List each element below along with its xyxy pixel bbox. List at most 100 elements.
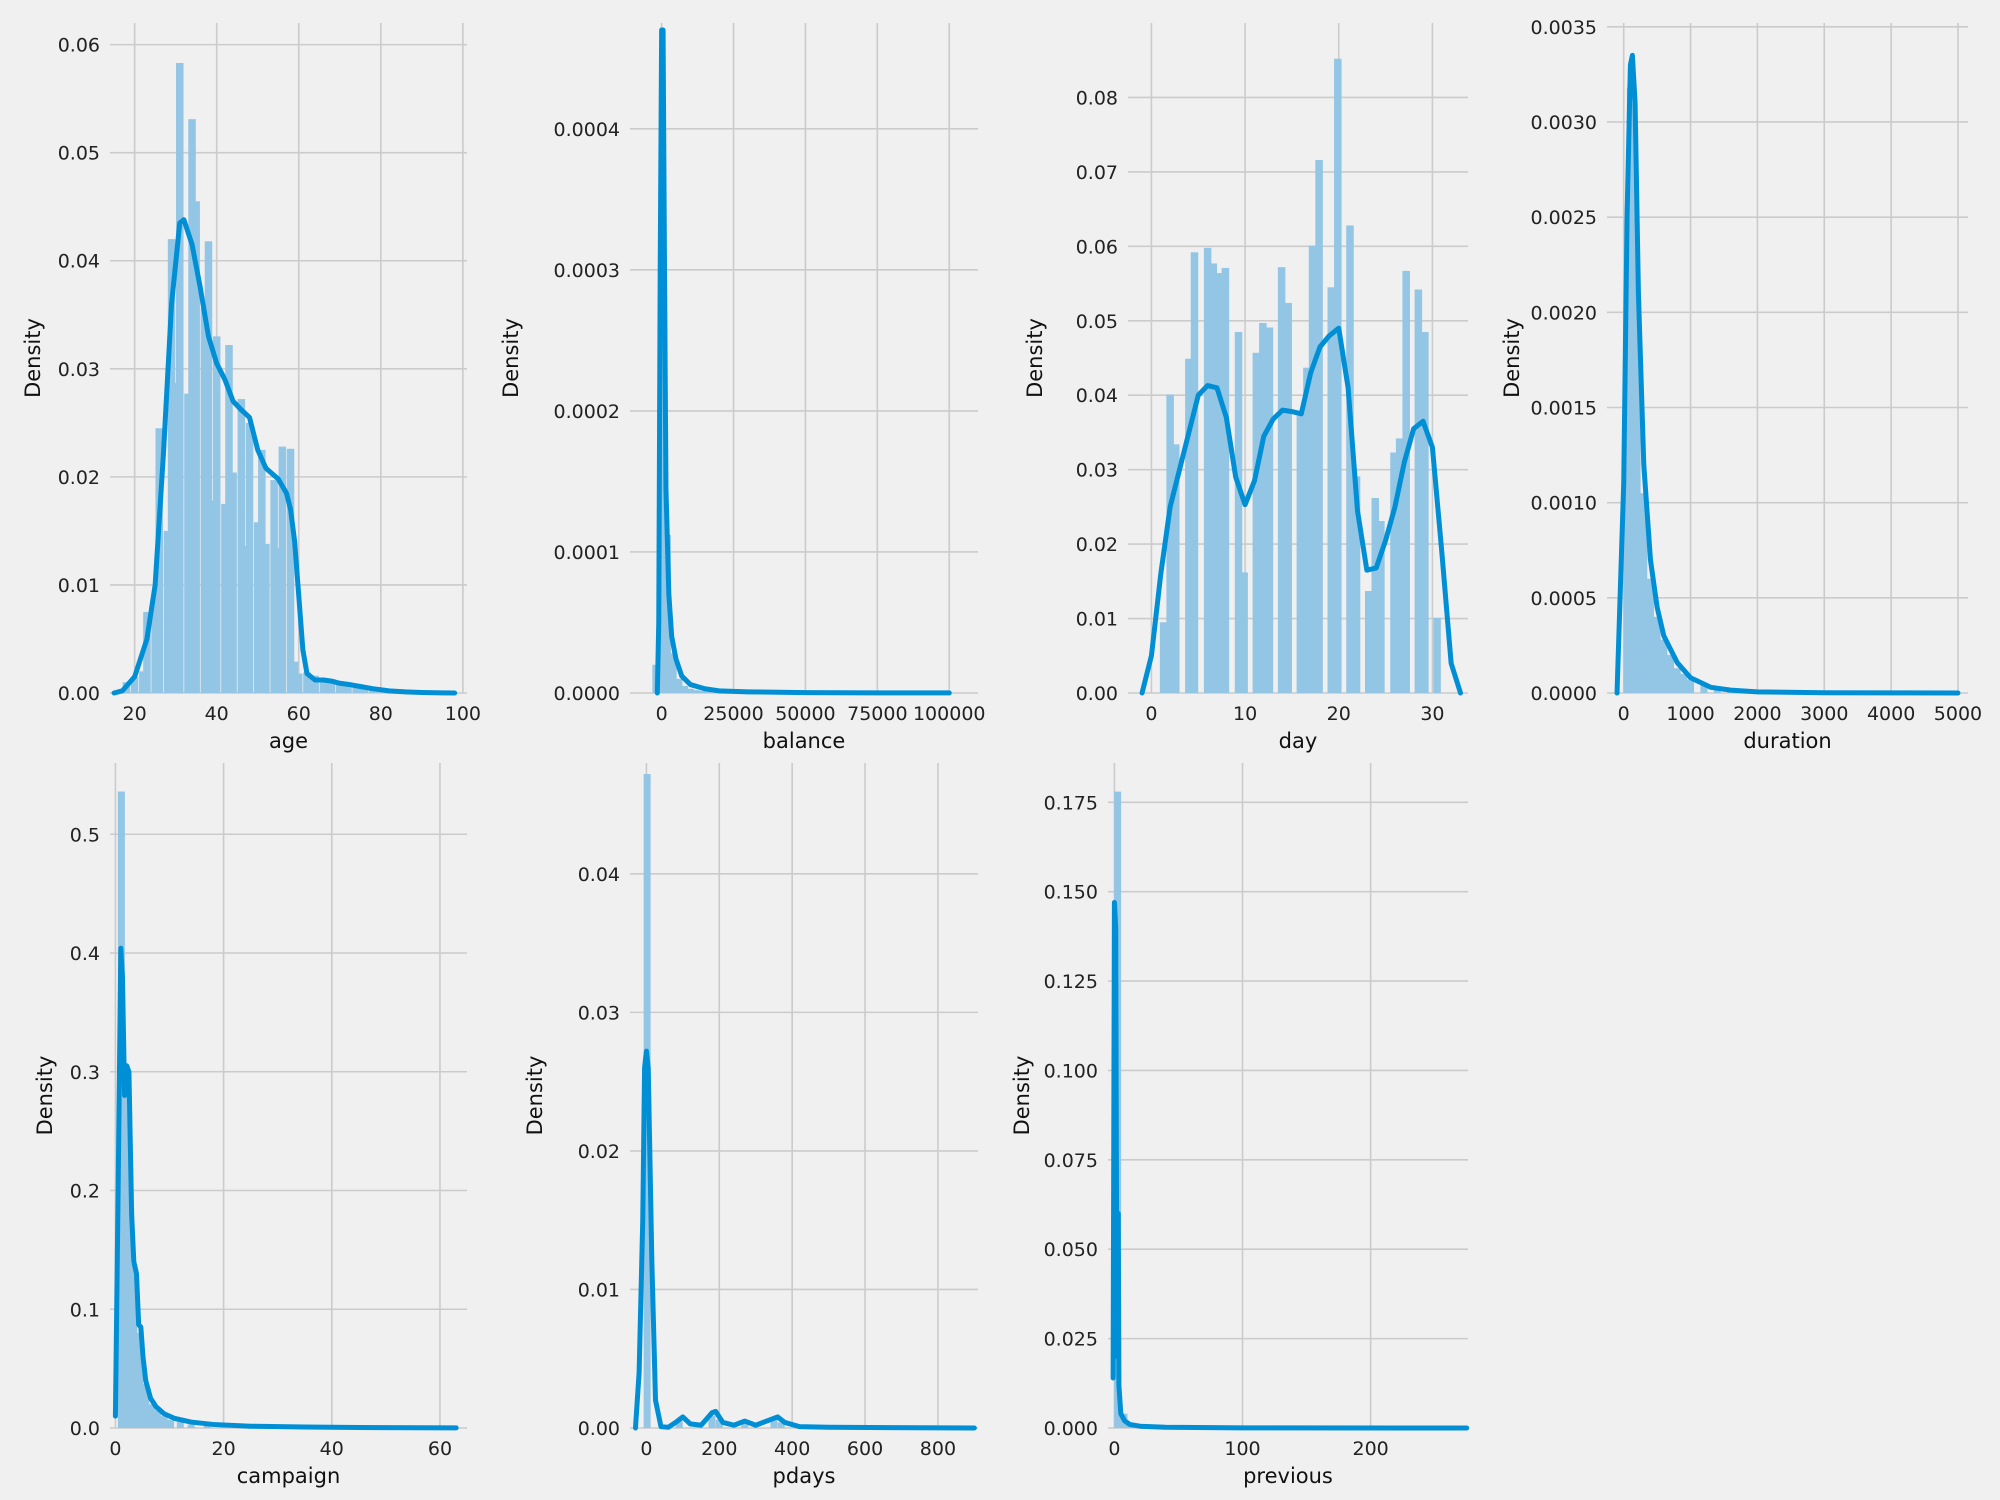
histogram-bar	[1377, 521, 1385, 693]
y-tick-label: 0.03	[1076, 460, 1118, 482]
histogram-bar	[270, 480, 278, 693]
x-axis-label: day	[1279, 729, 1318, 753]
histogram-bar	[160, 1416, 168, 1428]
y-tick-label: 0.2	[70, 1181, 100, 1203]
histogram-bar	[1673, 668, 1681, 693]
histogram-bar	[286, 448, 295, 693]
histogram-bar	[1640, 493, 1648, 693]
histogram-bar	[245, 422, 254, 693]
histogram-bar	[344, 684, 352, 693]
x-tick-label: 400	[774, 1438, 810, 1460]
x-tick-label: 0	[640, 1438, 652, 1460]
histogram-bar	[319, 677, 328, 693]
y-tick-label: 0.0000	[1531, 683, 1597, 705]
histogram-bar	[1667, 654, 1675, 693]
histogram-bar	[151, 595, 159, 693]
x-tick-label: 40	[205, 703, 229, 725]
x-tick-label: 0	[1618, 703, 1630, 725]
histogram-bar	[241, 546, 250, 693]
histogram-bar	[675, 678, 683, 693]
x-tick-label: 1000	[1666, 703, 1714, 725]
y-axis-label: Density	[1500, 318, 1524, 398]
y-tick-label: 0.150	[1044, 882, 1098, 904]
histogram-bar	[340, 683, 348, 693]
y-tick-label: 0.0002	[554, 401, 620, 423]
histogram-bar	[1308, 245, 1317, 694]
histogram-bar	[1277, 267, 1286, 693]
x-tick-label: 60	[428, 1438, 452, 1460]
y-tick-label: 0.000	[1044, 1418, 1098, 1440]
histogram-bar	[200, 308, 209, 693]
kde-line	[1614, 52, 1961, 696]
histogram-bar	[1284, 302, 1292, 693]
histogram-bar	[1334, 58, 1342, 693]
x-tick-label: 0	[109, 1438, 121, 1460]
y-tick-label: 0.01	[1076, 609, 1118, 631]
histogram-bar	[1265, 327, 1274, 693]
histogram-bar	[686, 688, 694, 693]
x-tick-label: 20	[1327, 703, 1351, 725]
histogram-bar	[139, 671, 147, 693]
y-axis-label: Density	[1010, 1056, 1034, 1136]
x-tick-label: 80	[369, 703, 393, 725]
histogram-bar	[307, 678, 315, 693]
histogram-bar	[1395, 438, 1404, 693]
histogram-bar	[167, 1419, 175, 1428]
y-axis-label: Density	[1023, 318, 1047, 398]
histogram-bar	[1680, 673, 1688, 693]
y-tick-label: 0.02	[1076, 534, 1118, 556]
histogram-bar	[715, 1419, 723, 1428]
histogram-bar	[741, 1423, 749, 1428]
histogram-bar	[1216, 273, 1224, 693]
x-tick-label: 20	[123, 703, 147, 725]
histogram-bar	[142, 1384, 150, 1428]
y-tick-label: 0.0010	[1531, 493, 1597, 515]
histogram-bar	[777, 1422, 785, 1428]
histogram-bar	[1327, 287, 1336, 693]
histogram-bar	[1371, 497, 1380, 693]
histogram-bar	[1390, 452, 1398, 693]
histogram-bar	[1259, 323, 1267, 693]
histogram-bar	[1660, 639, 1668, 693]
y-tick-label: 0.01	[578, 1279, 620, 1301]
histogram-bar	[311, 675, 319, 693]
histogram-bar	[336, 682, 344, 693]
histogram-bar	[669, 653, 677, 693]
histogram-bar	[1234, 331, 1243, 693]
histogram-bar	[1653, 616, 1661, 693]
y-tick-label: 0.00	[1076, 683, 1118, 705]
x-tick-label: 200	[1353, 1438, 1389, 1460]
x-tick-label: 25000	[703, 703, 763, 725]
y-tick-label: 0.06	[1076, 236, 1118, 258]
x-tick-label: 4000	[1867, 703, 1915, 725]
y-axis-label: Density	[33, 1056, 57, 1136]
y-tick-label: 0.0020	[1531, 302, 1597, 324]
histogram-bar	[1172, 444, 1180, 693]
histogram-bar	[258, 449, 266, 693]
histogram-bar	[675, 1421, 683, 1428]
histogram-bar	[360, 687, 369, 693]
histogram-bar	[1209, 263, 1217, 693]
histogram-bar	[1352, 476, 1361, 693]
y-axis-label: Density	[499, 318, 523, 398]
y-tick-label: 0.0015	[1531, 397, 1597, 419]
histogram-bar	[1166, 394, 1174, 693]
histogram-bar	[155, 428, 163, 693]
histogram-bar	[698, 690, 706, 693]
histogram-bar	[176, 62, 184, 693]
y-tick-label: 0.0	[70, 1418, 100, 1440]
histogram-bar	[1315, 159, 1323, 693]
histogram-bar	[1433, 617, 1441, 693]
y-tick-label: 0.0004	[554, 119, 620, 141]
kde-line	[111, 217, 458, 696]
y-tick-label: 0.0001	[554, 542, 620, 564]
histogram-bar	[130, 676, 139, 693]
histogram-bar	[237, 399, 246, 693]
x-tick-label: 800	[920, 1438, 956, 1460]
y-tick-label: 0.0000	[554, 683, 620, 705]
histogram-bar	[1159, 622, 1168, 693]
histogram-bar	[327, 678, 336, 693]
histogram-bar	[1240, 572, 1248, 693]
histogram-bar	[278, 446, 287, 693]
